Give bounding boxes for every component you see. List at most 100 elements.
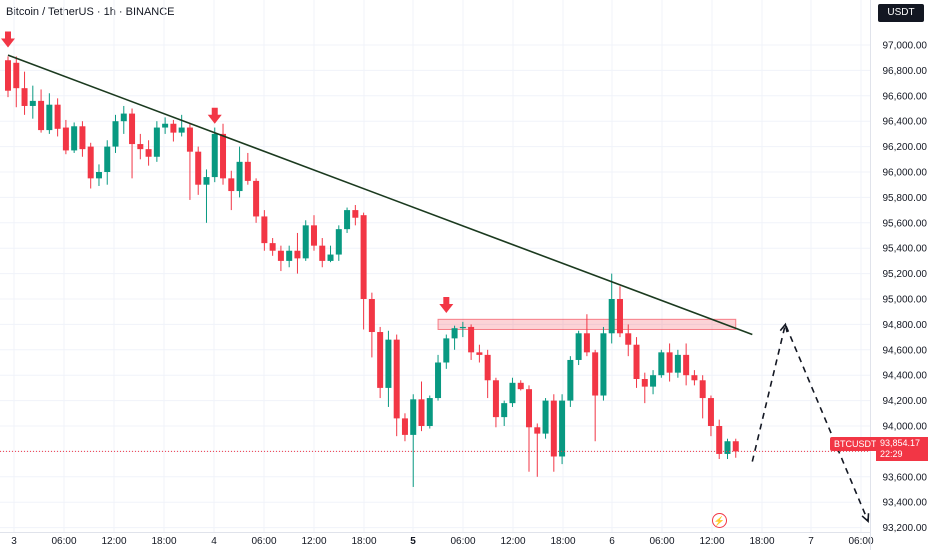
candle-body [600,333,607,396]
candle-body [707,398,714,426]
y-tick-label: 95,800.00 [883,193,928,204]
symbol-price-tag: BTCUSDT [830,437,881,451]
candle-body [699,380,706,399]
candle-body [517,382,524,390]
candle-body [261,216,268,244]
candle-body [120,113,127,122]
candle-body [294,250,301,259]
candle-body [5,60,11,91]
last-price-value: 93,854.17 [880,438,921,448]
flash-icon[interactable]: ⚡ [712,513,727,528]
candle-body [418,399,425,426]
candle-body [534,427,541,434]
y-tick-label: 94,600.00 [883,345,928,356]
candle-body [368,299,375,333]
candle-body [492,380,499,418]
down-arrow-marker-icon [439,296,454,313]
candle-body [203,177,210,185]
y-tick-label: 96,600.00 [883,91,928,102]
y-tick-label: 95,600.00 [883,218,928,229]
x-tick-label: 12:00 [301,536,326,547]
x-tick-label: 12:00 [699,536,724,547]
candle-body [468,326,475,353]
candle-body [302,225,309,259]
candle-body [220,133,227,179]
x-tick-label: 18:00 [351,536,376,547]
y-tick-label: 96,400.00 [883,117,928,128]
candle-body [335,229,342,255]
candle-body [145,149,152,157]
candle-body [319,245,326,261]
candle-body [674,354,681,373]
down-arrow-marker-icon [207,107,222,124]
x-tick-label: 06:00 [51,536,76,547]
candle-body [104,146,111,172]
y-tick-label: 96,800.00 [883,66,928,77]
currency-badge[interactable]: USDT [878,4,924,22]
y-tick-label: 93,200.00 [883,523,928,534]
candle-body [658,352,665,376]
candle-body [38,100,45,131]
x-tick-label: 12:00 [101,536,126,547]
projection-arrowhead [861,513,870,523]
x-tick-label: 5 [410,536,416,547]
candle-body [170,123,177,133]
candle-body [236,161,243,192]
candle-body [62,127,69,151]
candle-body [426,398,433,426]
x-tick-label: 4 [211,536,217,547]
candle-body [633,344,640,380]
candle-body [435,362,442,399]
candle-body [691,375,698,381]
y-tick-label: 95,200.00 [883,269,928,280]
candle-body [71,126,78,151]
candle-body [459,326,466,329]
candle-body [592,352,599,396]
y-tick-label: 95,400.00 [883,244,928,255]
y-tick-label: 94,000.00 [883,422,928,433]
y-tick-label: 94,400.00 [883,371,928,382]
candle-body [46,104,53,131]
candle-body [683,354,690,376]
candle-body [583,333,590,353]
candle-body [616,299,623,334]
candle-body [13,62,20,89]
candle-body [186,127,193,152]
y-tick-label: 95,000.00 [883,295,928,306]
candle-body [87,146,94,179]
candle-body [550,400,557,457]
y-tick-label: 94,800.00 [883,320,928,331]
candle-body [393,339,400,419]
candle-body [360,215,367,299]
candle-body [21,88,28,106]
candle-body [732,441,739,452]
candle-body [129,113,136,145]
projection-path [751,321,869,522]
candle-body [575,333,582,360]
candle-body [244,161,251,181]
candle-body [451,328,458,339]
y-tick-label: 93,600.00 [883,472,928,483]
candle-body [666,352,673,373]
candle-body [476,352,483,355]
candle-body [542,400,549,434]
x-tick-label: 12:00 [500,536,525,547]
x-tick-label: 18:00 [749,536,774,547]
candle-body [286,250,293,261]
x-tick-label: 06:00 [649,536,674,547]
candle-body [724,441,731,454]
x-tick-label: 18:00 [550,536,575,547]
candle-body [327,254,334,261]
candle-body [484,354,491,381]
candle-body [253,180,260,217]
pane-title: Bitcoin / TetherUS · 1h · BINANCE [6,6,175,18]
x-tick-label: 18:00 [151,536,176,547]
candle-body [625,333,632,345]
y-tick-label: 97,000.00 [883,41,928,52]
candle-body [526,389,533,428]
candle-body [112,121,119,147]
candle-body [567,359,574,401]
candle-body [559,400,566,457]
y-tick-label: 96,200.00 [883,142,928,153]
